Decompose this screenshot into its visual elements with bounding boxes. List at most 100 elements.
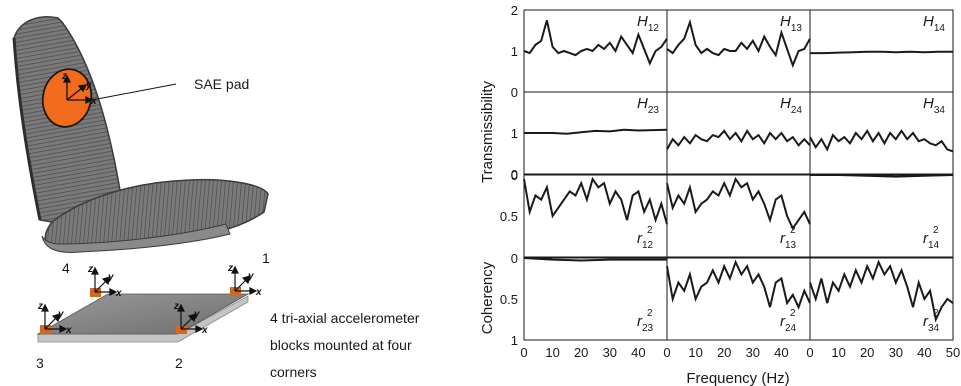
panel-label-subscript: 24 (791, 105, 803, 116)
axis-z-4: z (87, 264, 93, 275)
pad-axis-x: x (90, 96, 97, 107)
axis-x-2: x (201, 325, 208, 336)
pad-leader-line (91, 83, 177, 101)
y-tick-label: 0 (511, 168, 518, 183)
panel-p00: H12 2 1 0 (511, 3, 668, 100)
x-tick-label: 30 (889, 345, 903, 360)
series-line (523, 257, 667, 262)
axis-y-3: y (57, 309, 64, 320)
x-tick-label: 10 (831, 345, 845, 360)
panel-label: H13 (780, 13, 802, 34)
panel-label-superscript: 2 (933, 308, 939, 319)
panel-frame (809, 91, 954, 175)
panel-p12: H34 (809, 91, 954, 175)
axis-z-2: z (173, 301, 179, 312)
panel-label: H23 (637, 95, 659, 116)
series-line (524, 128, 668, 135)
caption-line-3: corners (270, 364, 317, 380)
seat-backrest-edge (12, 37, 42, 221)
seat-diagram: z y x SAE pad (12, 16, 420, 380)
y-tick-label: 1 (511, 44, 518, 59)
x-tick-label: 40 (917, 345, 931, 360)
panel-p11: H24 (666, 91, 811, 175)
axis-y-1: y (247, 271, 254, 282)
caption-line-2: blocks mounted at four (270, 337, 412, 353)
y-tick-label: 1 (511, 126, 518, 141)
x-tick-label: 50 (946, 345, 960, 360)
panel-label-subscript: 34 (928, 323, 940, 334)
x-tick-labels: 0 10 20 30 40 0 10 20 30 40 0 10 20 30 40 50 (520, 345, 960, 360)
panel-label: H24 (780, 95, 802, 116)
panel-label-subscript: 24 (785, 323, 797, 334)
x-tick-label: 40 (631, 345, 645, 360)
axis-y-4: y (107, 272, 114, 283)
axis-x-4: x (115, 288, 122, 299)
panel-label-subscript: 12 (648, 23, 660, 34)
axis-x-3: x (65, 325, 72, 336)
y-tick-label: 1 (511, 333, 518, 348)
corner-label-4: 4 (62, 260, 70, 276)
series-line (810, 174, 954, 178)
axis-y-2: y (193, 309, 200, 320)
y-label-transmissibility: Transmissibility (479, 81, 496, 183)
x-tick-label: 20 (860, 345, 874, 360)
corner-label-1: 1 (262, 250, 270, 266)
y-tick-label: 0 (511, 251, 518, 266)
panel-label-superscript: 2 (647, 225, 653, 236)
panel-label: H14 (923, 13, 945, 34)
axis-z-3: z (37, 301, 43, 312)
series-line (810, 50, 953, 55)
x-tick-label: 20 (574, 345, 588, 360)
panel-label-subscript: 34 (934, 105, 946, 116)
series-line (666, 176, 811, 231)
x-tick-label: 10 (545, 345, 559, 360)
y-tick-label: 0 (511, 85, 518, 100)
y-label-coherency: Coherency (479, 261, 496, 334)
x-tick-label: 30 (603, 345, 617, 360)
panel-label: H12 (637, 13, 659, 34)
panel-p01: H13 (666, 9, 811, 93)
series-line (666, 18, 811, 69)
panel-label: H34 (923, 95, 945, 116)
series-line (666, 259, 811, 310)
corner-label-3: 3 (36, 355, 44, 371)
series-line (809, 259, 954, 323)
panel-label-subscript: 23 (648, 105, 660, 116)
x-tick-label: 0 (806, 345, 813, 360)
x-tick-label: 30 (746, 345, 760, 360)
axis-z-1: z (227, 263, 233, 274)
panel-frame (809, 174, 954, 258)
base-plate-top (36, 293, 250, 335)
chart-grid: Transmissibility Coherency Frequency (Hz… (479, 3, 960, 386)
axis-x-1: x (255, 287, 262, 298)
y-tick-label: 0 (511, 167, 518, 182)
panel-label-subscript: 23 (642, 323, 654, 334)
pad-axes-icon (62, 74, 94, 105)
x-tick-label: 10 (688, 345, 702, 360)
x-label-frequency: Frequency (Hz) (686, 370, 789, 386)
x-tick-label: 20 (717, 345, 731, 360)
series-line (523, 176, 668, 225)
panel-label-superscript: 2 (790, 308, 796, 319)
panel-label-subscript: 12 (642, 240, 654, 251)
panel-p10: H23 1 0 (511, 91, 668, 182)
sae-pad-label: SAE pad (194, 76, 249, 92)
pad-axis-z: z (61, 71, 67, 82)
panel-frame (809, 257, 954, 341)
caption-line-1: 4 tri-axial accelerometer (270, 310, 420, 326)
panel-p02: H14 (809, 9, 954, 93)
series-line (809, 129, 954, 153)
corner-label-2: 2 (175, 355, 183, 371)
y-tick-label: 2 (511, 3, 518, 18)
y-tick-label: 0.5 (500, 292, 518, 307)
x-tick-label: 0 (663, 345, 670, 360)
series-line (666, 129, 811, 150)
panel-label-superscript: 2 (933, 225, 939, 236)
